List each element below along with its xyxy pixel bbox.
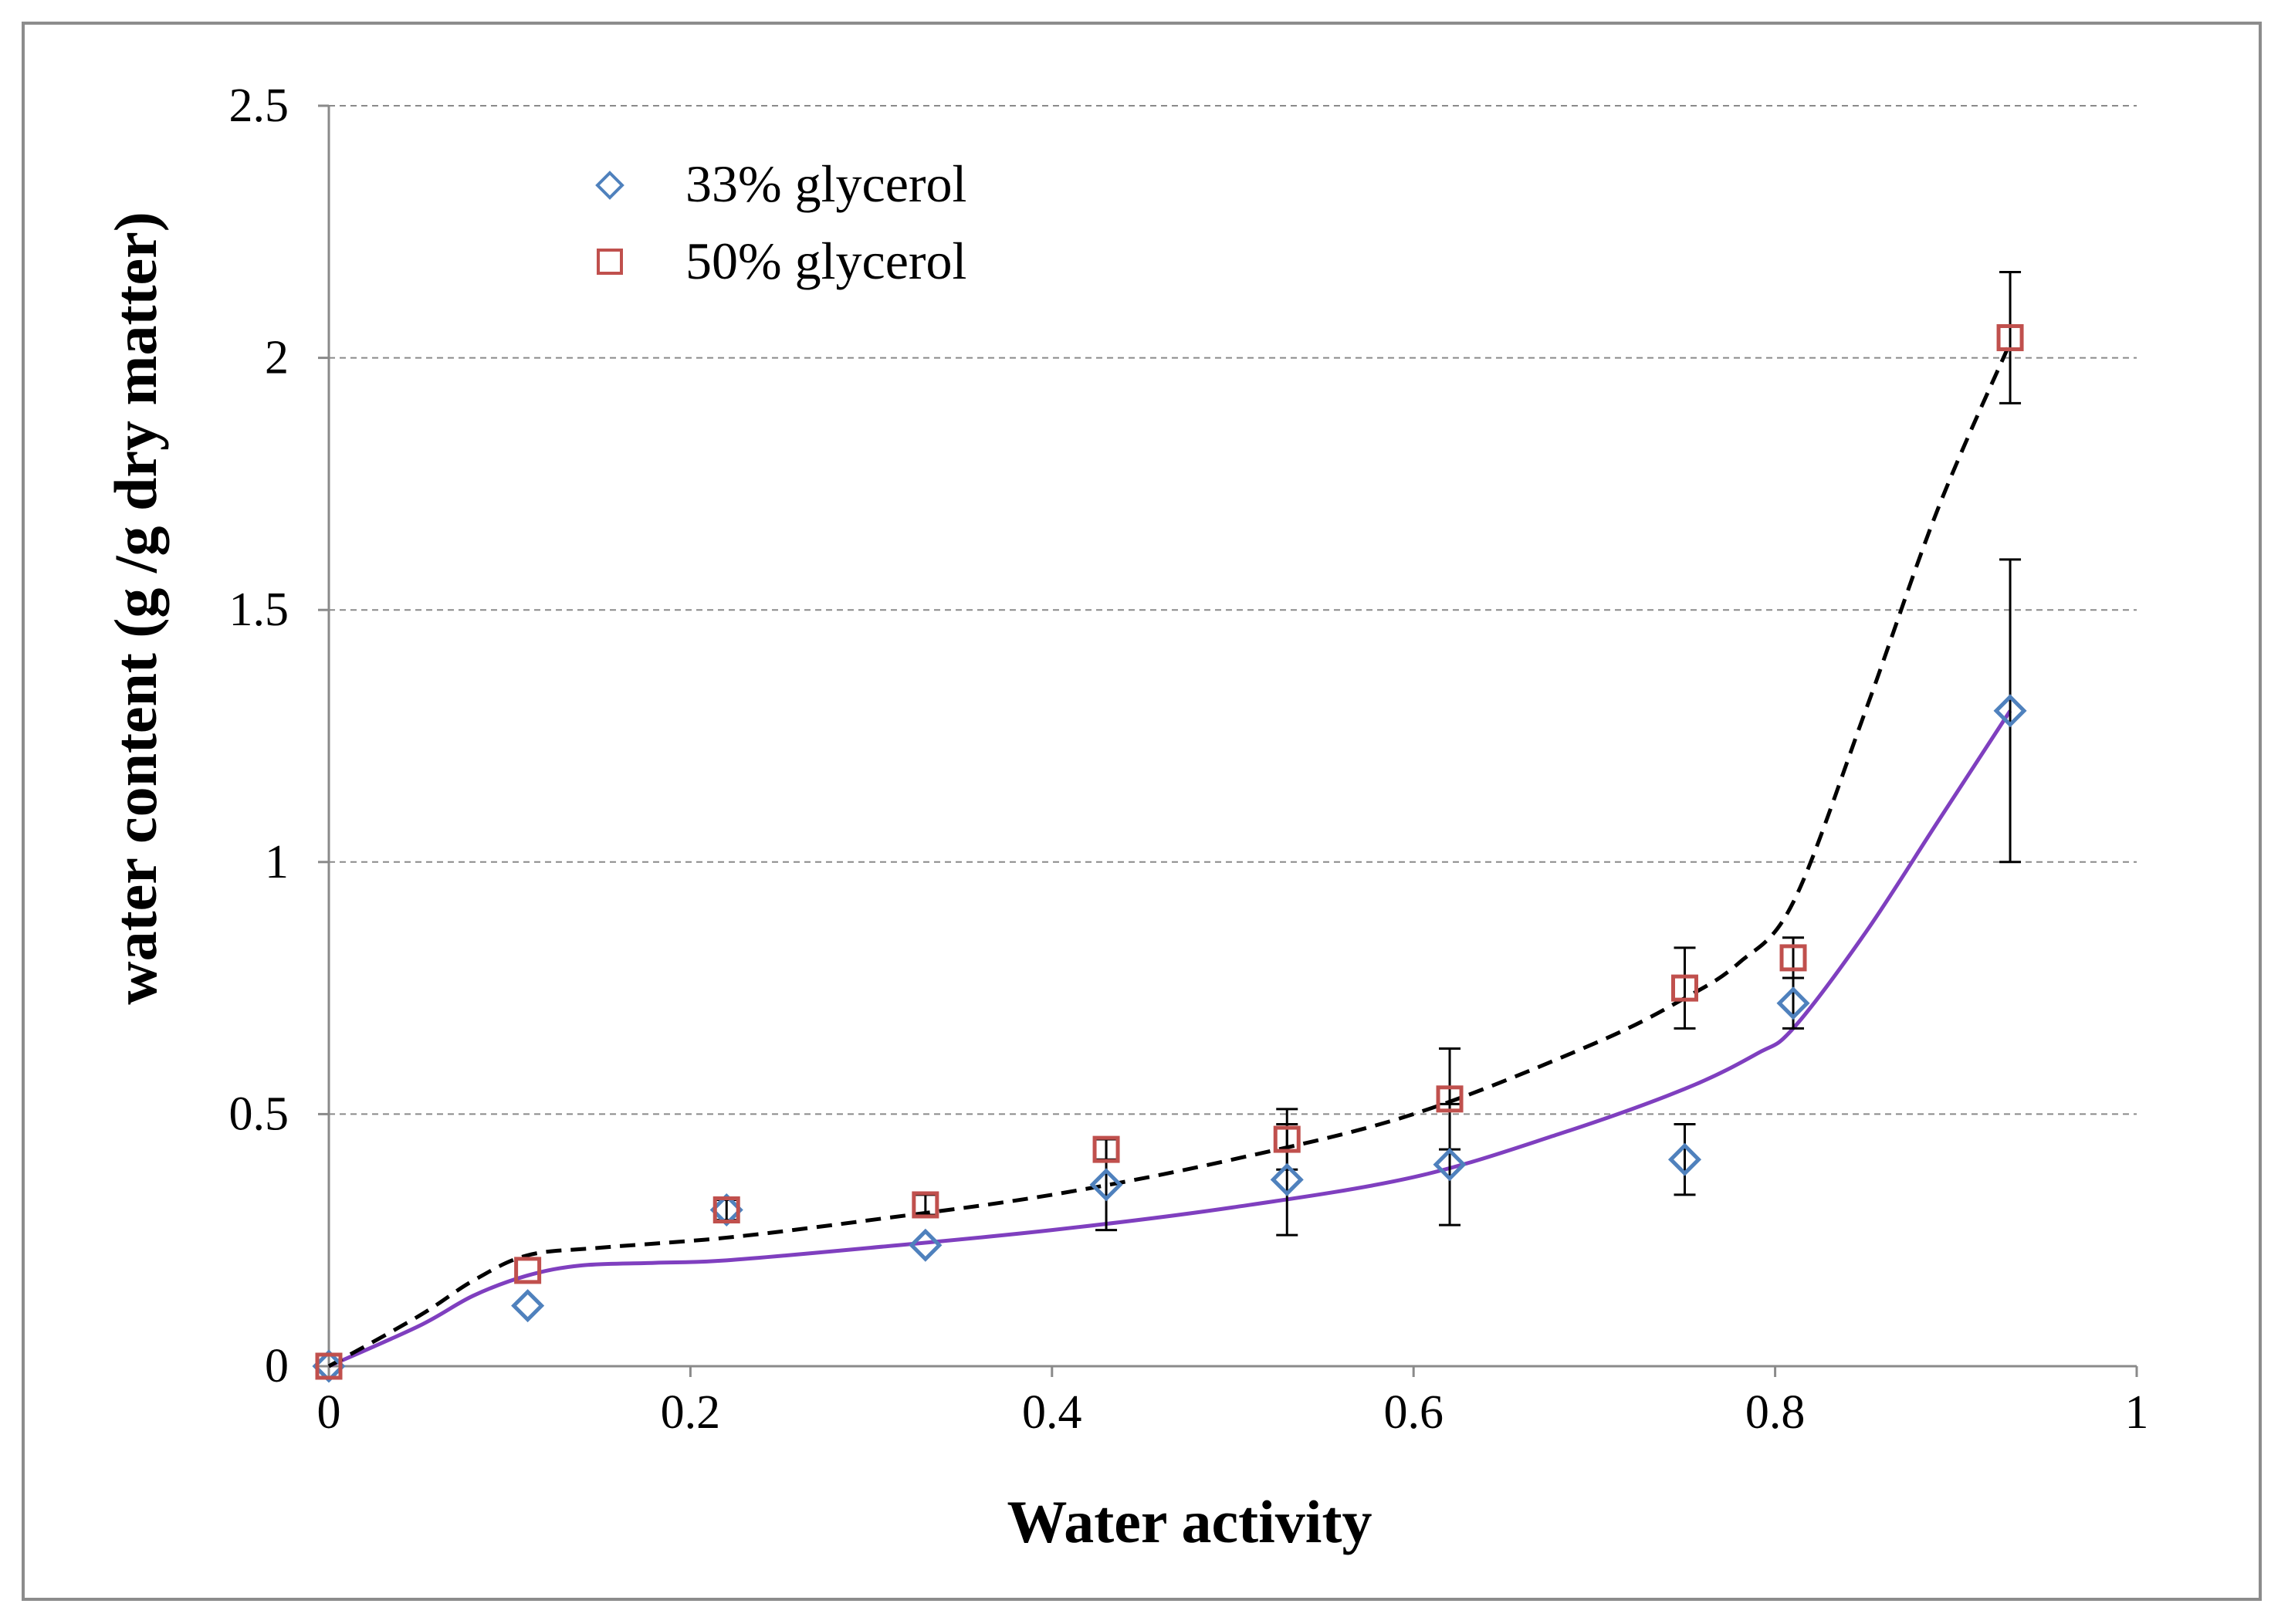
y-tick-label: 2 xyxy=(265,332,289,384)
data-point-33-glycerol xyxy=(1433,1148,1467,1182)
axes xyxy=(318,104,2138,1377)
data-point-50-glycerol xyxy=(1996,323,2024,351)
error-bar-33-glycerol xyxy=(1674,1122,1696,1196)
y-axis-title: water content (g /g dry matter) xyxy=(102,211,169,1004)
x-axis-title: Water activity xyxy=(1007,1488,1372,1555)
data-point-33-glycerol xyxy=(1089,1168,1123,1202)
error-bar-33-glycerol xyxy=(1999,558,2022,864)
data-point-33-glycerol xyxy=(1270,1162,1304,1196)
data-point-50-glycerol xyxy=(514,1257,542,1284)
x-tick-label: 1 xyxy=(2125,1386,2149,1439)
fit-curve-50-glycerol xyxy=(327,342,2012,1369)
x-tick-label: 0.6 xyxy=(1383,1386,1444,1439)
x-tick-label: 0.4 xyxy=(1022,1386,1082,1439)
data-point-50-glycerol xyxy=(712,1196,740,1224)
error-bar-50-glycerol xyxy=(1999,271,2022,404)
data-point-33-glycerol xyxy=(709,1193,743,1227)
y-tick-label: 2.5 xyxy=(229,80,289,132)
error-bar-50-glycerol xyxy=(1095,1138,1118,1161)
error-bar-50-glycerol xyxy=(1674,946,1696,1030)
gridlines xyxy=(329,105,2137,1115)
y-tick-label: 1.5 xyxy=(229,584,289,636)
legend-diamond-marker xyxy=(595,171,624,200)
x-tick-label: 0 xyxy=(317,1386,341,1439)
data-point-50-glycerol xyxy=(1092,1135,1120,1163)
data-point-33-glycerol xyxy=(909,1228,943,1262)
legend-item-50-glycerol: 50% glycerol xyxy=(597,232,966,290)
error-bar-50-glycerol xyxy=(914,1193,936,1216)
error-bar-50-glycerol xyxy=(1276,1108,1298,1171)
legend-item-33-glycerol: 33% glycerol xyxy=(595,154,966,213)
data-point-50-glycerol xyxy=(1671,974,1698,1002)
x-tick-label: 0.8 xyxy=(1745,1386,1806,1439)
data-point-50-glycerol xyxy=(1436,1085,1464,1113)
legend-label-50-glycerol: 50% glycerol xyxy=(685,232,966,290)
legend: 33% glycerol 50% glycerol xyxy=(595,154,966,290)
data-point-33-glycerol xyxy=(312,1349,346,1383)
fit-curves xyxy=(327,342,2012,1369)
legend-label-33-glycerol: 33% glycerol xyxy=(685,154,966,213)
data-point-33-glycerol xyxy=(1993,694,2027,728)
error-bar-50-glycerol xyxy=(1782,936,1805,979)
y-tick-label: 1 xyxy=(265,836,289,888)
data-point-33-glycerol xyxy=(511,1289,545,1323)
x-tick-label: 0.2 xyxy=(661,1386,721,1439)
fit-curve-33-glycerol xyxy=(327,709,2012,1369)
data-point-50-glycerol xyxy=(315,1352,343,1380)
data-markers xyxy=(312,323,2027,1383)
data-point-50-glycerol xyxy=(912,1191,939,1219)
data-point-50-glycerol xyxy=(1273,1125,1301,1153)
error-bars xyxy=(716,271,2022,1237)
data-point-33-glycerol xyxy=(1667,1142,1702,1176)
tick-labels: 0 0.5 1 1.5 2 2.5 0 0.2 0.4 0.6 0.8 1 xyxy=(229,80,2149,1439)
y-tick-label: 0.5 xyxy=(229,1088,289,1140)
data-point-33-glycerol xyxy=(1776,986,1810,1020)
y-tick-label: 0 xyxy=(265,1340,289,1392)
data-point-50-glycerol xyxy=(1779,944,1807,972)
legend-square-marker xyxy=(597,249,623,275)
